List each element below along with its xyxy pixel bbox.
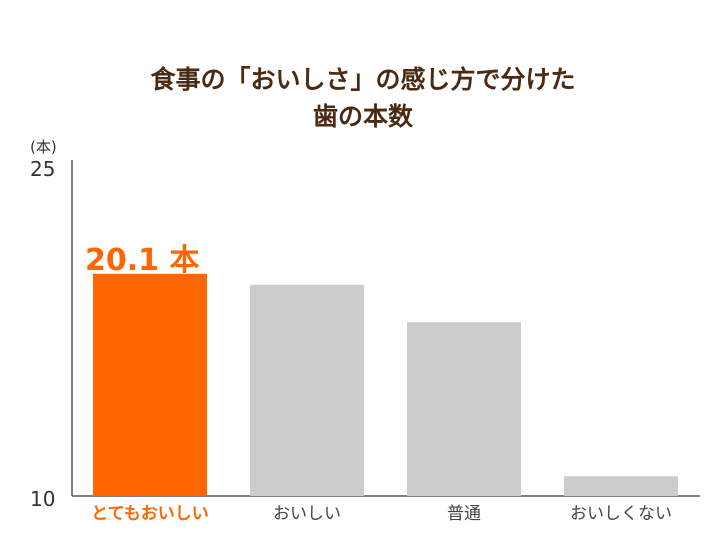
- category-label-1: おいしい: [273, 504, 341, 524]
- bar-2: [407, 322, 521, 496]
- category-label-2: 普通: [447, 504, 481, 524]
- y-unit-label: (本): [30, 138, 57, 156]
- bar-1: [250, 284, 364, 496]
- bar-0: [93, 273, 207, 496]
- highlight-value-label: 20.1 本: [85, 243, 199, 278]
- bar-3: [564, 476, 678, 496]
- y-tick-min: 10: [30, 487, 55, 511]
- category-label-0: とてもおいしい: [91, 504, 209, 524]
- y-tick-max: 25: [30, 157, 55, 181]
- chart-title-line-1: 食事の「おいしさ」の感じ方で分けた: [150, 65, 576, 94]
- category-label-3: おいしくない: [570, 504, 672, 524]
- chart-title-line-2: 歯の本数: [312, 102, 413, 131]
